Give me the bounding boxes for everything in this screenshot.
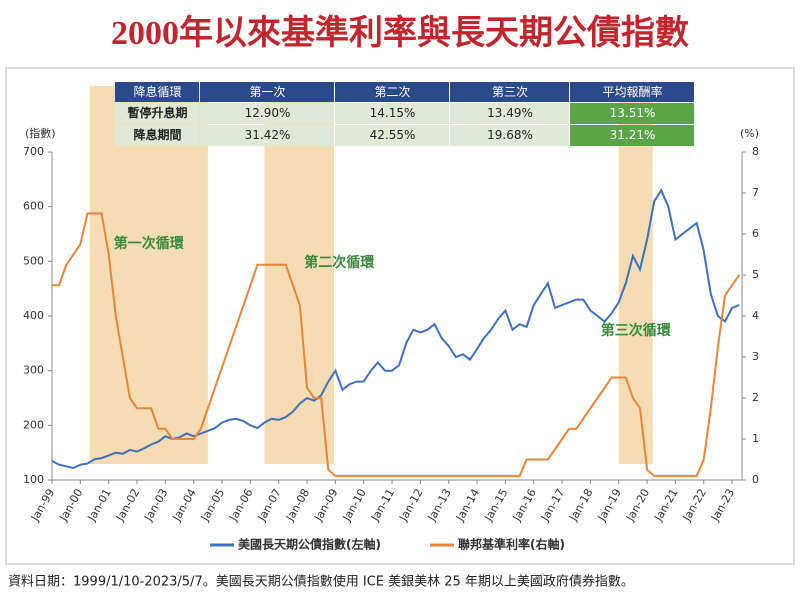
x-tick-label: Jan-13 [425, 487, 454, 525]
legend-label: 聯邦基準利率(右軸) [458, 537, 565, 552]
table-header-text: 第一次 [249, 85, 285, 99]
x-tick-label: Jan-10 [340, 487, 369, 525]
x-tick-label: Jan-09 [311, 487, 340, 525]
series-line [52, 212, 741, 477]
x-tick-label: Jan-07 [255, 487, 284, 525]
table-cell [450, 103, 569, 124]
cycle-label: 第三次循環 [601, 322, 672, 339]
table-header-text: 平均報酬率 [602, 84, 662, 99]
x-tick-label: Jan-11 [368, 487, 397, 525]
y2-tick-label: 0 [752, 473, 759, 486]
y2-tick-label: 3 [752, 350, 759, 363]
table-cell [200, 125, 334, 146]
table-cell-text: 42.55% [370, 128, 416, 142]
table-header-cell [450, 82, 569, 102]
x-tick-label: Jan-99 [28, 487, 57, 525]
cycle-label: 第二次循環 [304, 254, 375, 271]
x-tick-label: Jan-15 [481, 486, 510, 524]
x-tick-label: Jan-12 [396, 487, 425, 525]
x-tick-label: Jan-17 [538, 487, 567, 525]
footnote: 資料日期：1999/1/10-2023/5/7。美國長天期公債指數使用 ICE … [8, 574, 634, 590]
table-header-cell [570, 82, 694, 102]
y2-tick-label: 2 [752, 391, 759, 404]
x-tick-label: Jan-21 [651, 487, 680, 525]
x-tick-label: Jan-02 [113, 487, 142, 525]
table-cell [115, 125, 199, 146]
y-tick-label: 400 [23, 309, 44, 322]
y-tick-label: 700 [23, 145, 44, 158]
table-cell-text: 暫停升息期 [127, 105, 187, 120]
x-tick-label: Jan-06 [226, 487, 255, 525]
y-tick-label: 100 [23, 473, 44, 486]
y-axis-label: (指數) [25, 126, 56, 140]
x-tick-label: Jan-01 [85, 487, 114, 525]
chart-title: 2000年以來基準利率與長天期公債指數 [111, 14, 689, 52]
x-tick-label: Jan-19 [595, 487, 624, 525]
x-tick-label: Jan-00 [56, 487, 85, 525]
y2-axis-label: (%) [740, 127, 759, 140]
y-tick-label: 300 [23, 364, 44, 377]
table-cell [335, 125, 449, 146]
y2-tick-label: 8 [752, 145, 759, 158]
table-header-text: 第二次 [374, 85, 410, 99]
x-tick-label: Jan-03 [141, 487, 170, 525]
table-header-cell [335, 82, 449, 102]
x-tick-label: Jan-04 [170, 487, 199, 525]
table-cell-text: 13.49% [487, 106, 533, 120]
x-tick-label: Jan-18 [566, 487, 595, 525]
table-header-text: 降息循環 [133, 84, 181, 99]
table-cell [570, 125, 694, 146]
table-cell [200, 103, 334, 124]
x-tick-label: Jan-08 [283, 487, 312, 525]
x-tick-label: Jan-05 [198, 487, 227, 525]
table-cell [450, 125, 569, 146]
table-cell-text: 31.42% [245, 128, 291, 142]
y-tick-label: 500 [23, 254, 44, 267]
chart-frame [5, 67, 795, 565]
cycle-shade [89, 86, 208, 464]
table-cell-text: 19.68% [487, 128, 533, 142]
table-cell [570, 103, 694, 124]
y2-tick-label: 5 [752, 268, 759, 281]
table-cell-text: 12.90% [245, 106, 291, 120]
y2-tick-label: 6 [752, 227, 759, 240]
y2-tick-label: 7 [752, 186, 759, 199]
y2-tick-label: 4 [752, 309, 759, 322]
legend-label: 美國長天期公債指數(左軸) [238, 537, 381, 552]
y2-tick-label: 1 [752, 432, 759, 445]
table-cell-text: 降息期間 [133, 127, 181, 142]
x-tick-label: Jan-23 [708, 487, 737, 525]
table-cell-text: 13.51% [610, 106, 656, 120]
x-tick-label: Jan-16 [510, 487, 539, 525]
table-header-text: 第三次 [492, 85, 528, 99]
x-tick-label: Jan-20 [623, 487, 652, 525]
table-cell-text: 31.21% [610, 128, 656, 142]
table-header-cell [200, 82, 334, 102]
table-cell-text: 14.15% [370, 106, 416, 120]
series-line [51, 188, 740, 470]
x-tick-label: Jan-14 [453, 487, 482, 525]
cycle-label: 第一次循環 [114, 235, 185, 252]
y-tick-label: 600 [23, 200, 44, 213]
table-cell [335, 103, 449, 124]
y-tick-label: 200 [23, 418, 44, 431]
x-tick-label: Jan-22 [680, 487, 709, 525]
table-header-cell [115, 82, 199, 102]
table-cell [115, 103, 199, 124]
